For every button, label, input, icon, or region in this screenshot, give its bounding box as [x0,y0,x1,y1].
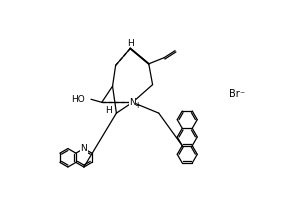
Text: +: + [134,101,140,110]
Text: N: N [81,144,87,153]
Text: N: N [129,98,136,107]
Text: Br: Br [229,89,240,99]
Text: H: H [127,39,134,47]
Text: HO: HO [71,95,85,104]
Text: ⁻: ⁻ [240,90,245,100]
Text: H: H [105,106,112,114]
